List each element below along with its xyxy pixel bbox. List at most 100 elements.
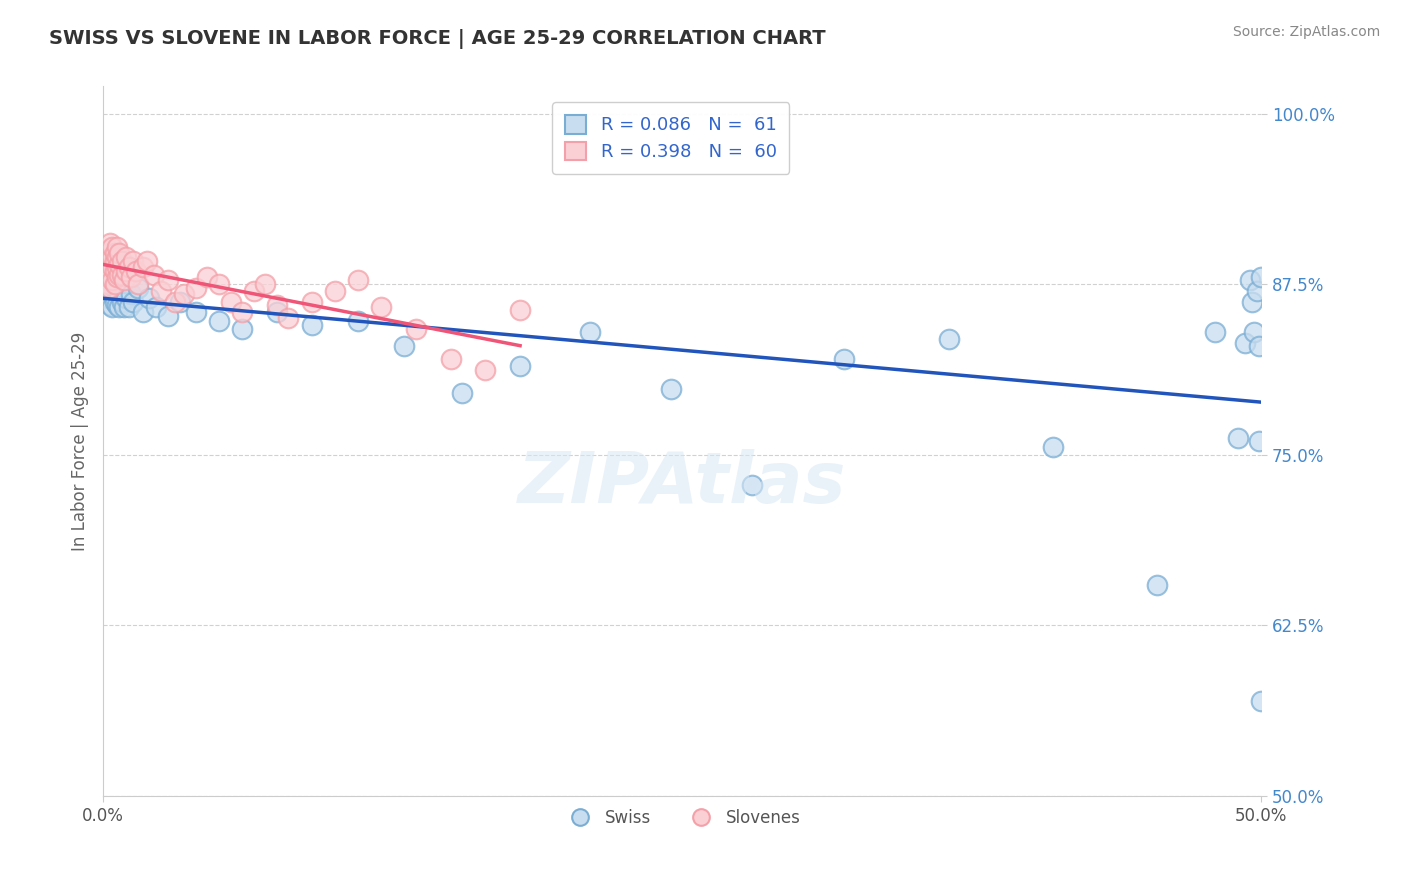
Y-axis label: In Labor Force | Age 25-29: In Labor Force | Age 25-29 [72,332,89,551]
Point [111,254,134,268]
Point [1241,295,1264,310]
Point [1250,693,1272,707]
Point [173,286,195,301]
Point [115,250,138,264]
Point [111,295,134,310]
Point [266,304,288,318]
Point [231,322,253,336]
Point [101,301,124,315]
Point [98,268,121,282]
Point [120,270,142,285]
Point [101,250,124,264]
Point [104,254,127,268]
Point [127,281,149,295]
Legend: Swiss, Slovenes: Swiss, Slovenes [557,803,808,834]
Point [266,298,288,312]
Point [474,363,496,377]
Point [1247,339,1270,353]
Point [98,270,121,285]
Point [122,295,145,310]
Point [659,383,682,397]
Point [105,268,128,282]
Point [97,291,120,305]
Point [112,301,135,315]
Point [578,325,600,339]
Point [94,281,117,295]
Point [150,284,173,298]
Point [439,352,461,367]
Point [112,273,135,287]
Point [101,286,124,301]
Point [370,301,392,315]
Point [97,277,120,292]
Point [143,268,166,282]
Point [1204,325,1226,339]
Point [219,295,242,310]
Point [136,254,159,268]
Point [394,339,416,353]
Point [105,270,128,285]
Point [254,277,277,292]
Point [108,273,131,287]
Point [1042,440,1064,454]
Point [101,273,124,287]
Text: SWISS VS SLOVENE IN LABOR FORCE | AGE 25-29 CORRELATION CHART: SWISS VS SLOVENE IN LABOR FORCE | AGE 25… [49,29,825,48]
Point [208,314,231,328]
Point [156,309,179,323]
Point [509,359,531,373]
Point [104,281,127,295]
Point [1246,284,1268,298]
Point [115,291,138,305]
Point [834,352,856,367]
Point [104,277,127,292]
Point [169,295,191,310]
Point [323,284,346,298]
Point [122,254,145,268]
Point [98,254,121,268]
Point [184,281,207,295]
Point [108,257,131,271]
Point [101,240,124,254]
Point [1243,325,1265,339]
Point [115,276,138,290]
Point [131,304,153,318]
Point [163,295,186,310]
Point [138,291,160,305]
Point [97,243,120,257]
Point [115,263,138,277]
Point [131,260,153,274]
Point [104,295,127,310]
Point [208,277,231,292]
Point [111,277,134,292]
Point [1234,335,1257,350]
Point [117,260,139,274]
Point [98,236,121,251]
Point [405,322,427,336]
Point [277,311,299,326]
Point [101,273,124,287]
Point [108,245,131,260]
Point [111,268,134,282]
Text: ZIPAtlas: ZIPAtlas [517,450,846,518]
Point [98,298,121,312]
Point [347,273,370,287]
Point [105,281,128,295]
Point [301,318,323,333]
Point [108,268,131,282]
Point [120,286,142,301]
Point [301,295,323,310]
Point [105,298,128,312]
Point [451,386,474,401]
Point [231,304,253,318]
Point [105,250,128,264]
Text: Source: ZipAtlas.com: Source: ZipAtlas.com [1233,25,1381,39]
Point [509,303,531,318]
Point [112,281,135,295]
Point [117,301,139,315]
Point [97,250,120,264]
Point [98,245,121,260]
Point [741,478,763,492]
Point [97,263,120,277]
Point [1146,577,1168,591]
Point [145,301,167,315]
